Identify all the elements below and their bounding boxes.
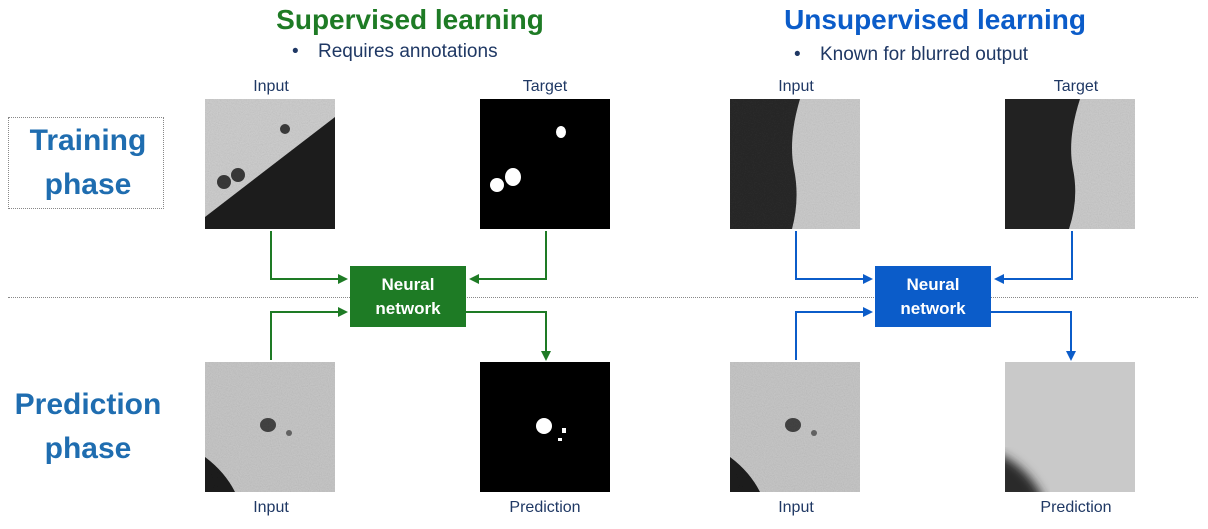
unsup-train-input-image	[730, 99, 860, 229]
prediction-phase-line1: Prediction	[14, 388, 162, 421]
unsup-neural-network-box: Neural network	[875, 266, 991, 327]
supervised-bullet-text: Requires annotations	[318, 41, 498, 62]
training-phase-line2: phase	[44, 168, 132, 201]
supervised-bullet: • Requires annotations	[292, 41, 498, 63]
unsup-network-line1: Neural	[906, 274, 960, 294]
unsupervised-bullet-text: Known for blurred output	[820, 44, 1029, 65]
unsup-train-target-caption: Target	[1053, 78, 1099, 95]
unsupervised-bullet: • Known for blurred output	[794, 44, 1028, 66]
sup-neural-network-box: Neural network	[350, 266, 466, 327]
sup-network-line1: Neural	[381, 274, 435, 294]
unsup-network-to-prediction-arrow	[991, 311, 1076, 361]
sup-target-to-network-arrow	[469, 231, 547, 284]
prediction-phase-line2: phase	[44, 432, 132, 465]
unsup-input-to-network-arrow	[795, 231, 873, 284]
sup-train-input-image	[205, 99, 335, 229]
sup-pred-input-caption: Input	[253, 499, 289, 516]
sup-pred-input-to-network-arrow	[270, 307, 348, 360]
prediction-phase-label: Prediction phase	[0, 383, 176, 471]
sup-network-to-prediction-arrow	[466, 311, 551, 361]
unsup-train-input-caption: Input	[778, 78, 814, 95]
sup-train-target-image	[480, 99, 610, 229]
bullet-dot: •	[794, 44, 801, 65]
sup-network-line2: network	[375, 298, 441, 318]
sup-train-input-caption: Input	[253, 78, 289, 95]
sup-input-to-network-arrow	[270, 231, 348, 284]
unsup-target-to-network-arrow	[994, 231, 1073, 284]
unsup-pred-output-caption: Prediction	[1040, 499, 1112, 516]
bullet-dot: •	[292, 41, 299, 62]
supervised-title: Supervised learning	[276, 4, 544, 35]
training-phase-box	[8, 117, 164, 209]
sup-pred-output-image	[480, 362, 610, 492]
unsup-pred-input-image	[730, 362, 860, 492]
sup-pred-input-image	[205, 362, 335, 492]
unsup-train-target-image	[1005, 99, 1135, 229]
unsup-network-line2: network	[900, 298, 966, 318]
unsup-pred-input-caption: Input	[778, 499, 814, 516]
sup-pred-output-caption: Prediction	[509, 499, 581, 516]
training-phase-line1: Training	[29, 124, 147, 157]
phase-divider	[8, 297, 1198, 298]
unsupervised-title: Unsupervised learning	[784, 4, 1086, 35]
unsup-pred-output-image	[1005, 362, 1135, 492]
training-phase-label: Training phase	[8, 119, 168, 207]
unsup-pred-input-to-network-arrow	[795, 307, 873, 360]
sup-train-target-caption: Target	[522, 78, 568, 95]
